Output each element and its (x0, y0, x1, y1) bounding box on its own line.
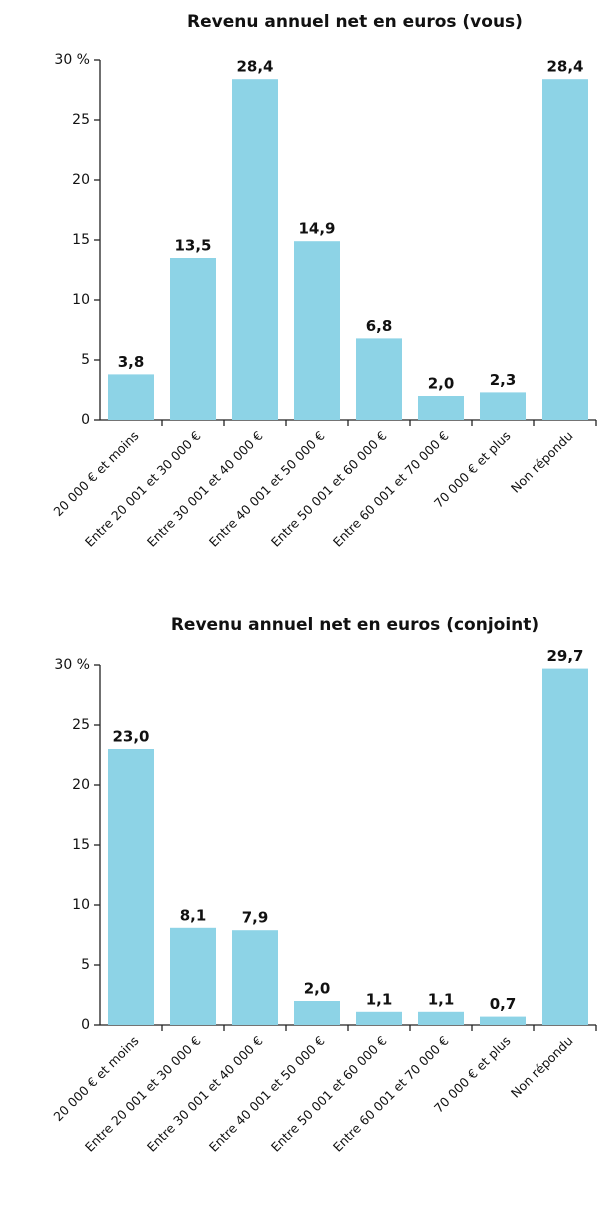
y-tick-label: 20 (72, 777, 90, 793)
x-tick-label: Entre 30 001 et 40 000 € (144, 428, 266, 550)
value-label: 1,1 (428, 990, 455, 1008)
bar (108, 749, 154, 1025)
x-tick-label: Entre 20 001 et 30 000 € (82, 1033, 204, 1155)
value-label: 8,1 (180, 906, 207, 924)
bar (232, 930, 278, 1025)
bar (294, 241, 340, 420)
x-tick-label: Entre 20 001 et 30 000 € (82, 428, 204, 550)
value-label: 28,4 (546, 58, 583, 76)
value-label: 13,5 (174, 237, 211, 255)
bar (480, 1016, 526, 1025)
value-label: 2,0 (428, 375, 455, 393)
value-label: 28,4 (236, 58, 273, 76)
x-tick-label: Entre 40 001 et 50 000 € (206, 1033, 328, 1155)
bar (356, 338, 402, 420)
y-tick-label: 5 (81, 352, 90, 368)
bar (232, 79, 278, 420)
bar (170, 258, 216, 420)
y-tick-label: 10 (72, 292, 90, 308)
chart-title: Revenu annuel net en euros (conjoint) (171, 615, 539, 635)
y-tick-label: 30 % (54, 657, 90, 673)
y-tick-label: 0 (81, 1017, 90, 1033)
y-tick-label: 20 (72, 172, 90, 188)
bar (356, 1011, 402, 1025)
y-tick-label: 10 (72, 897, 90, 913)
value-label: 0,7 (490, 995, 517, 1013)
x-tick-label: Entre 50 001 et 60 000 € (268, 1033, 390, 1155)
x-tick-label: Entre 60 001 et 70 000 € (330, 1033, 452, 1155)
value-label: 7,9 (242, 909, 269, 927)
x-tick-label: Entre 60 001 et 70 000 € (330, 428, 452, 550)
y-tick-label: 15 (72, 837, 90, 853)
x-tick-label: Entre 40 001 et 50 000 € (206, 428, 328, 550)
value-label: 14,9 (298, 220, 335, 238)
y-tick-label: 25 (72, 717, 90, 733)
x-tick-label: Non répondu (508, 1033, 576, 1101)
value-label: 29,7 (546, 647, 583, 665)
bar (418, 396, 464, 420)
value-label: 23,0 (112, 728, 149, 746)
x-tick-label: Entre 50 001 et 60 000 € (268, 428, 390, 550)
y-tick-label: 5 (81, 957, 90, 973)
bar (542, 668, 588, 1025)
bar (418, 1011, 464, 1025)
value-label: 1,1 (366, 990, 393, 1008)
y-tick-label: 15 (72, 232, 90, 248)
bar (542, 79, 588, 420)
value-label: 6,8 (366, 317, 393, 335)
x-tick-label: Non répondu (508, 428, 576, 496)
y-tick-label: 30 % (54, 52, 90, 68)
bar (294, 1001, 340, 1025)
y-tick-label: 0 (81, 412, 90, 428)
bar (170, 927, 216, 1025)
value-label: 3,8 (118, 353, 145, 371)
y-tick-label: 25 (72, 112, 90, 128)
bar (480, 392, 526, 420)
bar (108, 374, 154, 420)
x-tick-label: Entre 30 001 et 40 000 € (144, 1033, 266, 1155)
chart-title: Revenu annuel net en euros (vous) (187, 12, 523, 32)
value-label: 2,3 (490, 371, 517, 389)
value-label: 2,0 (304, 980, 331, 998)
